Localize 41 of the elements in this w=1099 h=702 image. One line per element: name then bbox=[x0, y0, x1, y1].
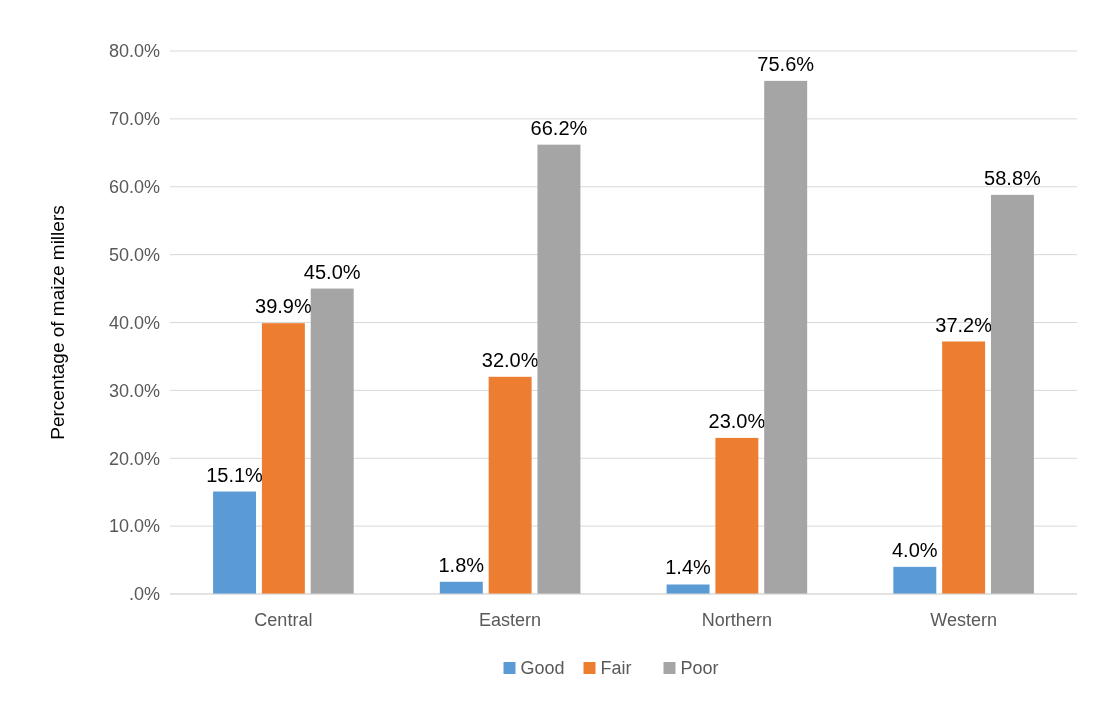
bar bbox=[942, 341, 986, 594]
y-tick-label: .0% bbox=[128, 584, 160, 605]
bar bbox=[439, 581, 483, 594]
x-tick-label: Central bbox=[254, 610, 313, 630]
y-tick-label: 60.0% bbox=[108, 177, 160, 198]
y-tick-label: 80.0% bbox=[108, 41, 160, 62]
y-tick-label: 40.0% bbox=[108, 312, 160, 333]
data-label: 37.2% bbox=[935, 313, 993, 336]
y-tick-label: 20.0% bbox=[108, 448, 160, 469]
data-label: 66.2% bbox=[530, 116, 588, 139]
data-label: 32.0% bbox=[481, 348, 539, 371]
bar bbox=[764, 80, 808, 594]
bar bbox=[537, 144, 581, 594]
data-label: 75.6% bbox=[757, 52, 815, 75]
bar bbox=[990, 194, 1034, 594]
x-tick-label: Eastern bbox=[479, 610, 542, 630]
x-tick-label: Northern bbox=[701, 610, 772, 630]
data-label: 23.0% bbox=[708, 409, 766, 432]
data-label: 15.1% bbox=[206, 463, 264, 486]
legend-label: Good bbox=[520, 658, 565, 679]
data-label: 1.8% bbox=[438, 553, 485, 576]
data-label: 39.9% bbox=[255, 295, 312, 318]
y-tick-label: 70.0% bbox=[108, 109, 160, 130]
y-tick-label: 10.0% bbox=[108, 516, 160, 537]
bar bbox=[213, 491, 257, 594]
bar bbox=[261, 323, 305, 594]
data-label: 1.4% bbox=[665, 556, 712, 579]
y-axis-title: Percentage of maize millers bbox=[47, 205, 68, 440]
bar bbox=[488, 376, 532, 594]
data-label: 45.0% bbox=[303, 260, 361, 283]
data-label: 4.0% bbox=[892, 538, 938, 561]
y-tick-label: 50.0% bbox=[108, 244, 160, 265]
x-tick-label: Western bbox=[930, 610, 997, 630]
bar bbox=[893, 566, 937, 594]
bar bbox=[715, 437, 759, 594]
bar bbox=[310, 288, 354, 594]
bar bbox=[666, 584, 710, 594]
legend-label: Poor bbox=[680, 658, 719, 679]
y-tick-label: 30.0% bbox=[108, 380, 160, 401]
legend-label: Fair bbox=[600, 658, 632, 679]
data-label: 58.8% bbox=[984, 166, 1042, 189]
